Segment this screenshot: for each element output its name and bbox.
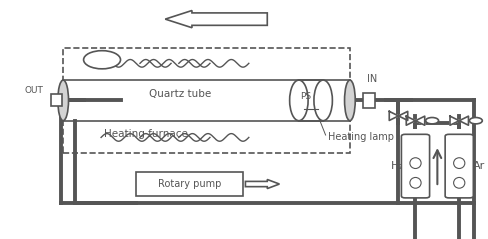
Bar (51, 94, 61, 106)
Ellipse shape (345, 80, 355, 121)
Polygon shape (407, 116, 425, 125)
Ellipse shape (314, 80, 332, 121)
Text: OUT: OUT (24, 86, 43, 95)
Text: Ar: Ar (473, 161, 485, 171)
Text: H₂: H₂ (390, 161, 404, 171)
Bar (136, 172, 243, 196)
Ellipse shape (454, 177, 465, 188)
FancyArrow shape (245, 179, 280, 189)
Circle shape (83, 51, 121, 69)
Bar (364, 93, 375, 108)
Text: IN: IN (366, 74, 377, 84)
Ellipse shape (58, 80, 68, 121)
Text: Quartz tube: Quartz tube (149, 89, 211, 99)
FancyArrow shape (165, 11, 267, 28)
Polygon shape (450, 116, 468, 125)
Text: PS: PS (301, 92, 312, 101)
Circle shape (426, 118, 439, 124)
FancyBboxPatch shape (402, 134, 429, 198)
Polygon shape (389, 111, 407, 120)
Text: Rotary pump: Rotary pump (158, 179, 221, 189)
Text: Heating furnace: Heating furnace (104, 129, 188, 139)
Ellipse shape (454, 158, 465, 168)
FancyBboxPatch shape (445, 134, 473, 198)
Ellipse shape (410, 158, 421, 168)
Text: Heating lamp: Heating lamp (328, 132, 394, 142)
Circle shape (469, 118, 482, 124)
Ellipse shape (410, 177, 421, 188)
